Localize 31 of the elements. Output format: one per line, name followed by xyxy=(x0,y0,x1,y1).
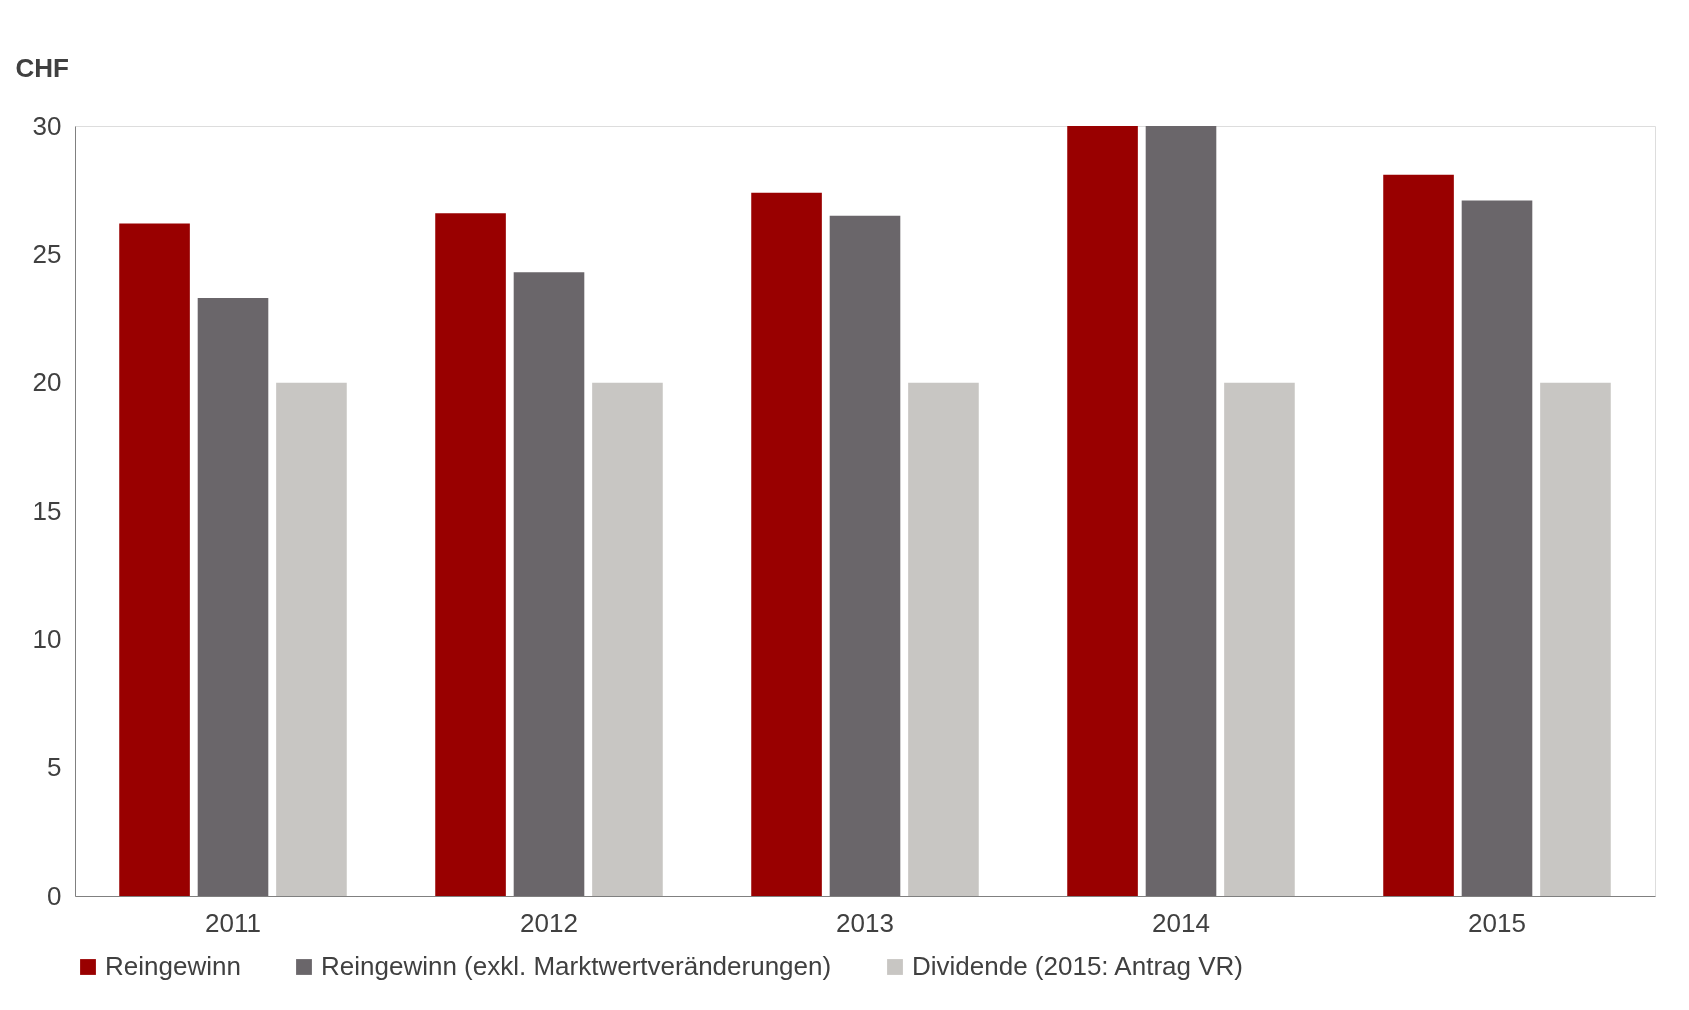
x-tick-label: 2013 xyxy=(836,907,894,938)
x-tick-label: 2014 xyxy=(1152,907,1210,938)
bar xyxy=(435,213,506,896)
bar xyxy=(829,215,901,896)
bar xyxy=(119,223,190,896)
y-tick-label: 0 xyxy=(47,880,62,911)
bar xyxy=(1224,382,1295,896)
x-tick-label: 2011 xyxy=(205,907,261,938)
bar xyxy=(513,272,585,896)
y-tick-label: 20 xyxy=(32,367,62,398)
x-tick-label: 2015 xyxy=(1468,907,1526,938)
bar xyxy=(908,382,979,896)
y-tick-label: 15 xyxy=(32,495,62,526)
bar xyxy=(1540,382,1611,896)
legend-label: Reingewinn xyxy=(105,951,241,981)
bar xyxy=(1067,126,1138,896)
y-tick-label: 10 xyxy=(32,623,62,654)
bar xyxy=(1383,174,1454,896)
bar xyxy=(1145,126,1217,896)
legend-label: Reingewinn (exkl. Marktwertveränderungen) xyxy=(321,951,832,981)
bar xyxy=(276,382,347,896)
bar xyxy=(197,297,269,896)
y-tick-label: 25 xyxy=(32,238,62,269)
bar xyxy=(592,382,663,896)
y-tick-label: 30 xyxy=(32,110,62,141)
y-tick-label: 5 xyxy=(47,752,62,783)
legend-label: Dividende (2015: Antrag VR) xyxy=(912,951,1243,981)
bar xyxy=(751,192,822,896)
bar xyxy=(1461,200,1533,896)
x-tick-label: 2012 xyxy=(520,907,578,938)
y-axis-title: CHF xyxy=(15,52,69,83)
